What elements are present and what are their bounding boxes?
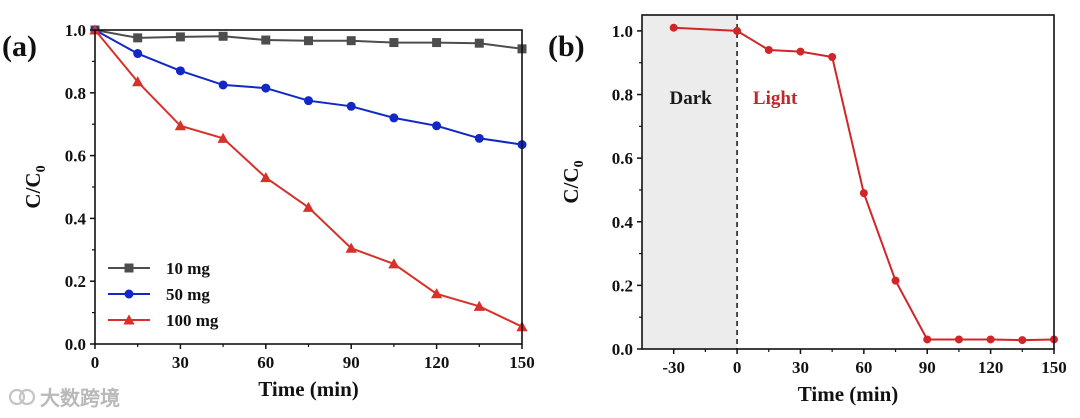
panel-b-xtick-label-4: 90 <box>919 358 936 377</box>
panel-a-series-0-point-5 <box>304 36 313 46</box>
panel-a-legend-label-2: 100 mg <box>166 311 219 330</box>
panel-a-ytick-label-2: 0.4 <box>65 209 87 228</box>
panel-b-series-0-point-0 <box>669 23 678 32</box>
panel-a-series-0-point-1 <box>133 33 143 43</box>
panel-a-series-1-point-1 <box>133 49 143 59</box>
panel-a-legend-marker-1 <box>124 289 134 299</box>
panel-a-series-1-point-2 <box>175 66 185 76</box>
panel-a-y-axis-label-subscript: 0 <box>34 165 49 172</box>
panel-b-ytick-label-1: 0.2 <box>612 276 633 295</box>
panel-a-xtick-label-1: 30 <box>172 353 189 372</box>
panel-a-xtick-label-5: 150 <box>509 353 535 372</box>
panel-b-ytick-label-0: 0.0 <box>612 340 633 359</box>
panel-a-series-0-point-2 <box>175 32 185 42</box>
panel-b-ytick-label-3: 0.6 <box>612 149 633 168</box>
panel-a-series-0-point-3 <box>218 31 228 41</box>
panel-b-annotation-light: Light <box>753 88 798 109</box>
panel-b-series-0-point-5 <box>859 189 868 198</box>
panel-a-ytick-label-3: 0.6 <box>65 147 86 166</box>
panel-a-series-1-point-7 <box>389 113 399 123</box>
panel-a-series-2-point-1 <box>132 76 144 87</box>
panel-a-series-2-point-4 <box>260 171 272 183</box>
panel-a-series-1-point-4 <box>261 83 271 93</box>
panel-a-legend-label-1: 50 mg <box>166 285 210 304</box>
panel-b-xtick-label-2: 30 <box>792 358 809 377</box>
panel-a-xtick-label-0: 0 <box>91 353 100 372</box>
panel-b-series-0-point-6 <box>891 276 900 285</box>
panel-b-xtick-label-1: 0 <box>733 358 742 377</box>
panel-a-series-1-point-6 <box>346 101 356 111</box>
panel-a-series-1-point-9 <box>474 133 484 143</box>
panel-b-series-0-point-1 <box>733 26 742 35</box>
panel-b-y-axis-label-main: C/C <box>559 167 583 203</box>
panel-b-axes-frame <box>641 14 1055 350</box>
panel-a-axes-frame <box>94 29 523 345</box>
panel-a-series-0-point-8 <box>432 38 442 48</box>
panel-b-xtick-label-6: 150 <box>1041 358 1067 377</box>
watermark-logo-icon <box>8 388 36 405</box>
panel-b-x-axis-label: Time (min) <box>798 382 899 406</box>
panel-a-xtick-label-4: 120 <box>424 353 450 372</box>
panel-a-series-0-point-6 <box>346 36 356 46</box>
panel-b-panel-label: (b) <box>548 30 585 63</box>
panel-a-series-1-point-8 <box>432 121 442 131</box>
panel-a-ytick-label-4: 0.8 <box>65 84 86 103</box>
panel-a-legend-marker-2 <box>123 314 135 325</box>
panel-b-ytick-label-5: 1.0 <box>612 22 633 41</box>
watermark: 大数跨境 <box>8 382 120 411</box>
panel-b-chart: -30 0 30 60 90 120 150 0.0 0.2 0.4 0.6 0.8 1.0 Time (… <box>548 14 1067 406</box>
panel-a-series-line-2 <box>94 29 523 328</box>
panel-a-series-0-point-9 <box>474 38 484 48</box>
panel-a-series-2-point-7 <box>388 258 400 269</box>
panel-a-series-2-point-8 <box>430 288 443 299</box>
panel-a-series-2-point-3 <box>217 132 229 143</box>
panel-a-series-2-point-2 <box>174 120 187 131</box>
panel-a-y-axis-label-main: C/C <box>21 172 45 208</box>
panel-a-chart: 0 30 60 90 120 150 0.0 0.2 0.4 0.6 0.8 1.0 Time (min… <box>2 21 535 401</box>
panel-a-series-2-point-5 <box>302 201 315 212</box>
panel-b-series-0-point-3 <box>796 47 805 56</box>
panel-b-y-axis-label-subscript: 0 <box>572 160 587 167</box>
panel-b-series-0-point-10 <box>1018 336 1027 345</box>
panel-b-series-0-point-2 <box>764 45 773 54</box>
panel-a-series-2-point-9 <box>473 300 485 311</box>
panel-b-ytick-label-2: 0.4 <box>612 213 634 232</box>
panel-b-dark-region <box>642 15 738 349</box>
panel-b-annotation-dark: Dark <box>669 88 712 109</box>
panel-a-xtick-label-2: 60 <box>257 353 274 372</box>
panel-a-series-0-point-4 <box>261 35 271 45</box>
panel-a-ytick-label-5: 1.0 <box>65 21 86 40</box>
panel-a-legend-label-0: 10 mg <box>166 259 210 278</box>
panel-a-series-2-point-6 <box>345 242 357 253</box>
panel-a-ytick-label-0: 0.0 <box>65 335 86 354</box>
panel-b-series-0-point-9 <box>986 335 995 344</box>
panel-b-xtick-label-3: 60 <box>855 358 872 377</box>
panel-b-ytick-label-4: 0.8 <box>612 86 633 105</box>
panel-b-series-0-point-7 <box>923 335 932 344</box>
panel-a-y-axis-label: C/C0 <box>21 165 49 208</box>
panel-a-series-0-point-7 <box>389 38 399 48</box>
panel-a-series-line-1 <box>94 29 523 146</box>
panel-b-y-axis-label: C/C0 <box>559 160 587 203</box>
panel-a-legend-marker-0 <box>124 263 134 273</box>
panel-a-x-axis-label: Time (min) <box>258 377 359 401</box>
panel-b-xtick-label-0: -30 <box>662 358 685 377</box>
panel-a-series-1-point-3 <box>218 80 228 90</box>
panel-a-ytick-label-1: 0.2 <box>65 272 86 291</box>
panel-b-xtick-label-5: 120 <box>978 358 1004 377</box>
panel-a-xtick-label-3: 90 <box>343 353 360 372</box>
panel-a-series-1-point-5 <box>304 96 313 106</box>
panel-b-series-0-point-8 <box>954 335 963 344</box>
panel-b-series-line-0 <box>673 26 1055 342</box>
watermark-text: 大数跨境 <box>40 386 120 410</box>
panel-b-series-0-point-4 <box>828 52 837 61</box>
panel-a-panel-label: (a) <box>2 30 37 63</box>
